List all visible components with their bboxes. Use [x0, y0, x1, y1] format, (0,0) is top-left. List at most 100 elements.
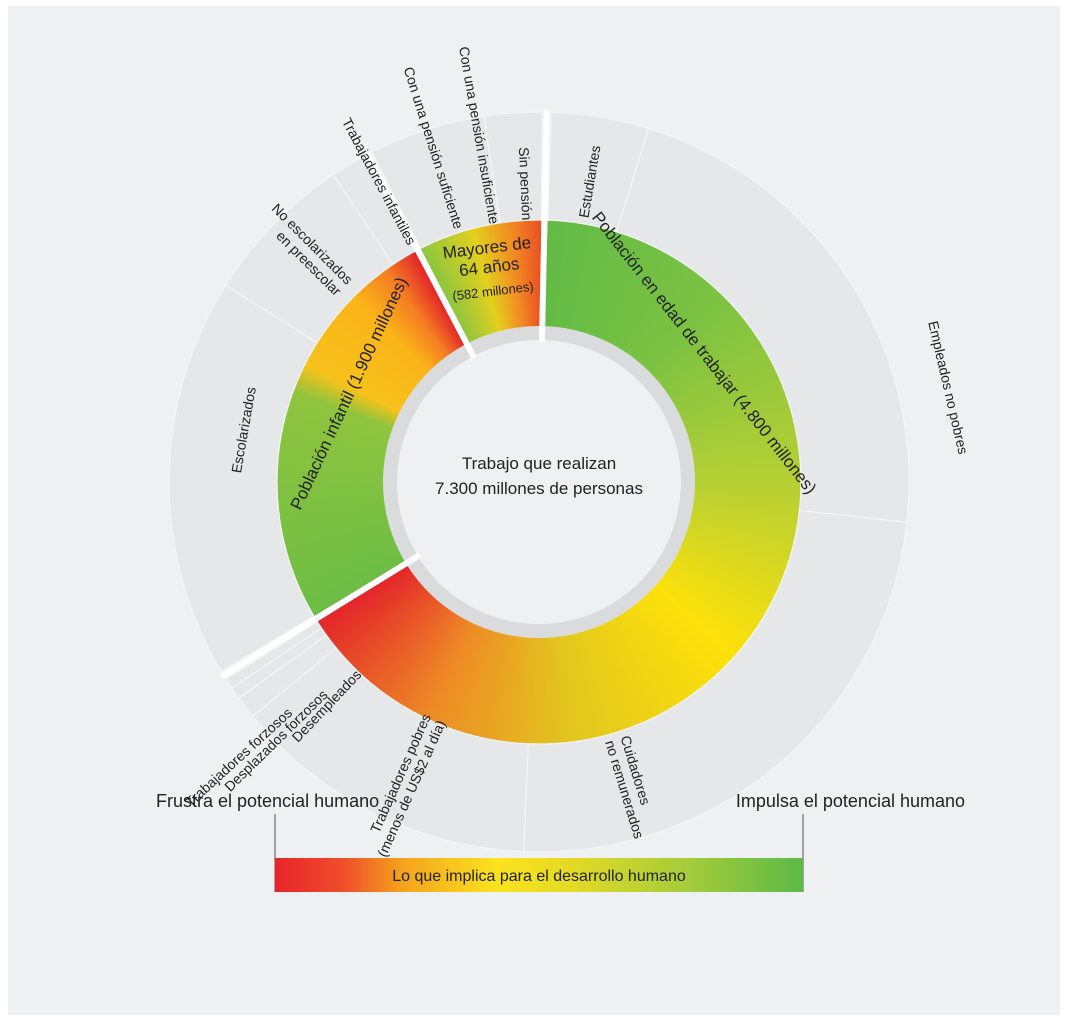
group-arc-slice [281, 510, 387, 535]
group-arc-slice [294, 384, 395, 426]
group-arc-slice [675, 554, 771, 608]
group-arc-slice [446, 627, 487, 729]
group-arc-slice [670, 340, 762, 400]
group-arc-slice [693, 450, 800, 466]
group-arc-slice [296, 540, 396, 584]
group-arc-slice [366, 599, 438, 682]
group-arc-slice [610, 619, 663, 715]
group-arc-slice [344, 586, 425, 661]
group-arc-slice [669, 337, 760, 398]
group-arc-slice [608, 247, 660, 344]
group-arc-slice [480, 225, 507, 330]
group-arc-slice [558, 636, 577, 742]
group-arc-slice [277, 487, 384, 495]
group-arc-slice [399, 258, 458, 351]
group-arc-slice [321, 569, 412, 632]
segment-empleados-no-pobres [615, 127, 910, 523]
group-arc-slice [628, 267, 694, 356]
group-arc-slice [548, 637, 559, 744]
group-arc-slice [397, 613, 457, 705]
group-arc-slice [298, 543, 397, 590]
group-arc-slice [342, 585, 424, 658]
group-arc-slice [441, 626, 483, 727]
group-arc-slice [286, 410, 390, 442]
group-arc-slice [510, 221, 525, 327]
group-arc-slice [343, 304, 425, 379]
group-arc-slice [569, 634, 595, 739]
label-sin-pension: Sin pensión [516, 147, 535, 221]
group-arc-slice [278, 496, 384, 511]
group-arc-slice [335, 313, 420, 384]
group-arc-slice [588, 233, 626, 335]
group-arc-slice [666, 330, 755, 394]
group-arc-slice [288, 528, 391, 564]
group-arc-slice [694, 460, 801, 472]
group-arc-slice [635, 603, 704, 689]
group-arc-slice [666, 570, 755, 634]
center-label-line-2: 7.300 millones de personas [435, 479, 643, 498]
group-arc-slice [602, 242, 649, 341]
group-arc-slice [421, 621, 472, 718]
group-arc-slice [454, 232, 491, 335]
group-arc-slice [668, 335, 758, 397]
group-arc-slice [428, 242, 476, 341]
group-arc-slice [600, 624, 647, 723]
group-arc-slice [648, 295, 726, 373]
group-arc-slice [690, 418, 794, 447]
group-arc-slice [652, 587, 733, 662]
group-arc-slice [599, 625, 644, 724]
group-arc-slice [637, 601, 708, 685]
group-arc-slice [676, 358, 772, 411]
group-arc-slice [457, 231, 493, 334]
group-arc-slice [410, 618, 465, 713]
group-arc-slice [277, 485, 384, 492]
group-arc-slice [484, 634, 509, 740]
segment-trabajadores-forzosos [225, 620, 323, 689]
group-arc-slice [341, 307, 423, 380]
group-arc-slice [644, 595, 720, 675]
center-label-line-1: Trabajo que realizan [462, 454, 616, 473]
group-arc-slice [672, 345, 765, 403]
group-arc-slice [573, 633, 601, 738]
group-arc-slice [431, 241, 478, 340]
group-arc-slice [384, 268, 449, 357]
group-arc-slice [629, 607, 694, 696]
group-arc-slice [339, 309, 422, 381]
group-arc-slice [526, 220, 534, 327]
group-arc-slice [420, 246, 471, 343]
group-arc-slice [677, 361, 774, 413]
group-arc-slice [406, 253, 463, 348]
group-arc-slice [336, 580, 420, 652]
group-arc-slice [605, 244, 655, 342]
group-arc-slice [291, 533, 393, 573]
group-arc-slice [689, 521, 793, 552]
group-arc-slice [600, 241, 646, 340]
group-arc-slice [284, 518, 388, 547]
group-arc-slice [610, 249, 663, 345]
group-arc-slice [318, 566, 409, 627]
group-arc-slice [504, 221, 521, 328]
group-arc-slice [483, 225, 509, 330]
group-arc-slice [694, 453, 800, 468]
group-arc-slice [293, 537, 394, 578]
group-arc-slice [284, 415, 389, 445]
group-arc-slice [575, 633, 604, 737]
group-arc-slice [663, 574, 750, 641]
group-arc-slice [671, 562, 764, 621]
group-arc-slice [278, 500, 385, 517]
group-arc-slice [309, 556, 404, 611]
group-arc-slice [307, 356, 403, 410]
group-arc-slice [474, 227, 503, 331]
group-arc-slice [607, 621, 658, 718]
group-arc-slice [279, 503, 385, 523]
group-arc-slice [471, 227, 502, 332]
group-arc-slice [382, 607, 448, 695]
group-arc-slice [673, 347, 766, 405]
group-arc-slice [689, 412, 793, 443]
group-arc-slice [631, 271, 699, 359]
group-arc-slice [351, 295, 430, 373]
group-arc-slice [692, 508, 798, 531]
group-arc-slice [679, 546, 778, 595]
group-arc-slice [665, 327, 753, 392]
